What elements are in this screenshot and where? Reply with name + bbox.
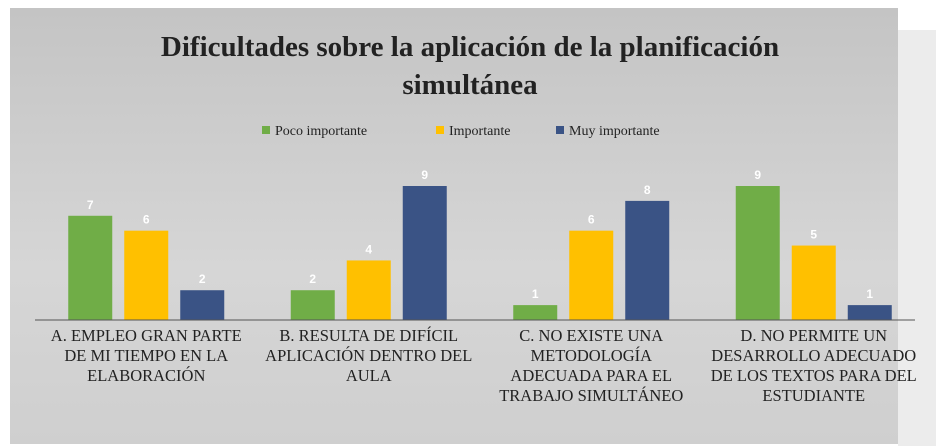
bar xyxy=(513,305,558,320)
value-label: 6 xyxy=(588,213,595,227)
x-tick-label: D. NO PERMITE UN DESARROLLO ADECUADO DE … xyxy=(710,326,917,405)
side-panel xyxy=(898,30,936,446)
bar xyxy=(346,260,391,320)
value-label: 5 xyxy=(810,228,817,242)
value-label: 2 xyxy=(199,272,206,286)
legend-swatch xyxy=(556,126,564,134)
x-tick-label: C. NO EXISTE UNA METODOLOGÍA ADECUADA PA… xyxy=(499,326,684,405)
value-label: 9 xyxy=(421,168,428,182)
bar xyxy=(402,186,447,320)
legend-swatch xyxy=(262,126,270,134)
value-label: 1 xyxy=(866,287,873,301)
bar xyxy=(791,245,836,320)
bar xyxy=(290,290,335,320)
bar xyxy=(735,186,780,320)
chart-title: Dificultades sobre la aplicación de la p… xyxy=(160,31,780,101)
value-label: 4 xyxy=(365,242,372,256)
bar xyxy=(569,230,614,320)
x-tick-label: A. EMPLEO GRAN PARTE DE MI TIEMPO EN LA … xyxy=(50,326,242,385)
bar xyxy=(625,200,670,320)
legend-label: Poco importante xyxy=(275,124,367,139)
value-label: 7 xyxy=(87,198,94,212)
value-label: 9 xyxy=(754,168,761,182)
value-label: 6 xyxy=(143,213,150,227)
bar xyxy=(847,305,892,320)
x-tick-label: B. RESULTA DE DIFÍCIL APLICACIÓN DENTRO … xyxy=(265,326,473,385)
bar xyxy=(180,290,225,320)
value-label: 8 xyxy=(644,183,651,197)
legend-label: Importante xyxy=(449,124,510,139)
bar xyxy=(124,230,169,320)
legend-label: Muy importante xyxy=(569,124,660,139)
legend-swatch xyxy=(436,126,444,134)
bar xyxy=(68,215,113,320)
value-label: 1 xyxy=(532,287,539,301)
value-label: 2 xyxy=(309,272,316,286)
